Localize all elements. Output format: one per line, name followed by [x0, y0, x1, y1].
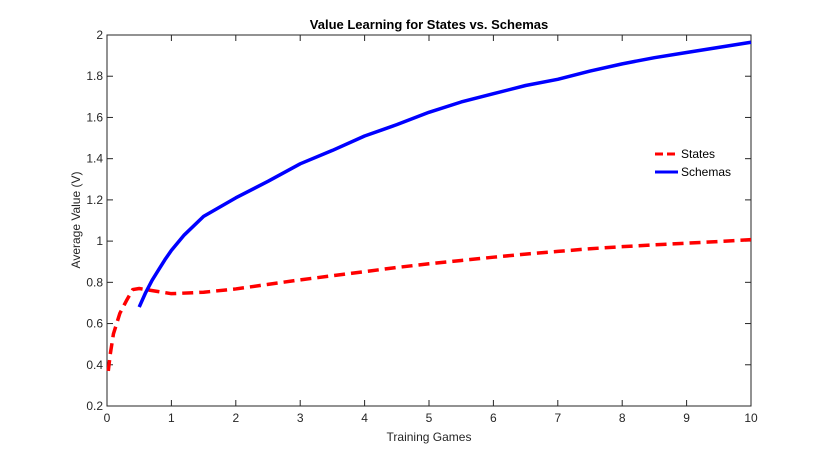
legend-label-states: States	[681, 147, 715, 161]
y-axis-ticks: 0.2 0.4 0.6 0.8 1 1.2 1.4 1.6 1.8 2	[86, 28, 751, 413]
x-tick-label: 8	[619, 411, 626, 425]
y-tick-label: 1.8	[86, 69, 103, 83]
x-tick-label: 7	[554, 411, 561, 425]
y-tick-label: 1.2	[86, 193, 103, 207]
y-tick-label: 1.6	[86, 110, 103, 124]
series-lines	[106, 40, 752, 372]
x-tick-label: 3	[297, 411, 304, 425]
chart-title: Value Learning for States vs. Schemas	[310, 17, 548, 32]
legend-label-schemas: Schemas	[681, 165, 731, 179]
y-tick-label: 0.4	[86, 358, 103, 372]
x-tick-label: 2	[232, 411, 239, 425]
y-tick-label: 0.6	[86, 317, 103, 331]
y-axis-label: Average Value (V)	[69, 172, 83, 269]
y-tick-label: 1.4	[86, 152, 103, 166]
x-tick-label: 4	[361, 411, 368, 425]
plot-area	[106, 34, 752, 407]
x-tick-label: 0	[104, 411, 111, 425]
y-tick-label: 0.8	[86, 275, 103, 289]
series-line-schemas	[137, 40, 752, 308]
x-tick-label: 6	[490, 411, 497, 425]
legend: States Schemas	[645, 142, 737, 184]
series-line-states	[106, 237, 752, 372]
y-tick-label: 0.2	[86, 399, 103, 413]
legend-box	[645, 142, 737, 184]
x-tick-label: 5	[426, 411, 433, 425]
y-tick-label: 2	[96, 28, 103, 42]
y-tick-label: 1	[96, 234, 103, 248]
x-tick-label: 10	[744, 411, 758, 425]
x-tick-label: 1	[168, 411, 175, 425]
x-axis-label: Training Games	[387, 430, 472, 444]
x-axis-ticks: 0 1 2 3 4 5 6 7 8 9 10	[104, 35, 758, 425]
x-tick-label: 9	[683, 411, 690, 425]
